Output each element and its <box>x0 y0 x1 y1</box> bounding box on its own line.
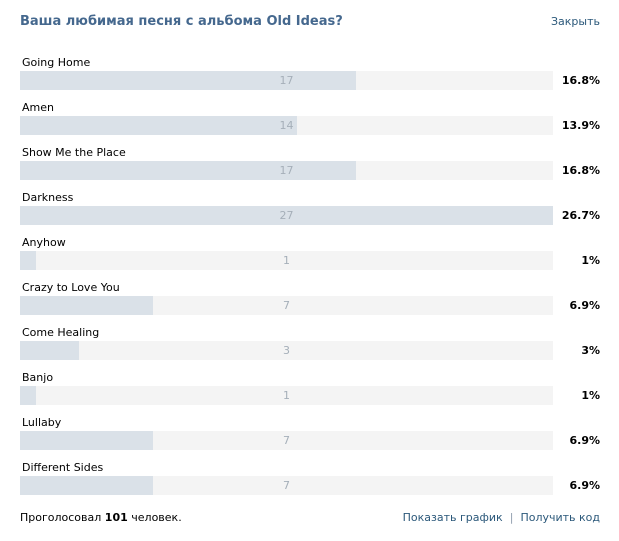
poll-option-bar[interactable]: 14 <box>20 116 553 135</box>
poll-option-label: Darkness <box>22 191 74 204</box>
poll-option-bar[interactable]: 3 <box>20 341 553 360</box>
footer-links: Показать график | Получить код <box>403 511 600 524</box>
poll-option: Amen 14 13.9% <box>20 100 600 145</box>
poll-option: Crazy to Love You 7 6.9% <box>20 280 600 325</box>
poll-option-percent: 26.7% <box>561 209 600 222</box>
poll-option-votes: 17 <box>279 164 294 177</box>
poll-option-percent: 1% <box>581 389 600 402</box>
poll-option: Darkness 27 26.7% <box>20 190 600 235</box>
poll-option-label: Anyhow <box>22 236 66 249</box>
poll-option: Come Healing 3 3% <box>20 325 600 370</box>
get-code-link[interactable]: Получить код <box>520 511 600 524</box>
poll-option-votes: 1 <box>283 254 290 267</box>
poll-option-votes: 7 <box>283 434 290 447</box>
voted-suffix: человек. <box>131 511 182 524</box>
poll-option-votes: 14 <box>279 119 294 132</box>
poll-option: Different Sides 7 6.9% <box>20 460 600 505</box>
poll-option-percent: 6.9% <box>569 479 600 492</box>
poll-option-percent: 13.9% <box>561 119 600 132</box>
poll-option-percent: 16.8% <box>561 74 600 87</box>
poll-option-percent: 6.9% <box>569 299 600 312</box>
poll-option-bar[interactable]: 1 <box>20 386 553 405</box>
poll-option-label: Amen <box>22 101 54 114</box>
poll-option-votes: 7 <box>283 479 290 492</box>
poll-option-label: Lullaby <box>22 416 62 429</box>
poll-option-bar[interactable]: 1 <box>20 251 553 270</box>
poll-option-percent: 6.9% <box>569 434 600 447</box>
poll-option-bar-fill <box>20 476 153 495</box>
poll-option-bar-fill <box>20 431 153 450</box>
poll-option-percent: 1% <box>581 254 600 267</box>
poll-option-bar-fill <box>20 71 356 90</box>
poll-option-bar-fill <box>20 386 36 405</box>
poll-option-votes: 17 <box>279 74 294 87</box>
poll-option-bar-fill <box>20 341 79 360</box>
poll-option: Going Home 17 16.8% <box>20 55 600 100</box>
poll-option-label: Show Me the Place <box>22 146 126 159</box>
poll-header: Ваша любимая песня с альбома Old Ideas? … <box>20 14 600 34</box>
poll-option-label: Different Sides <box>22 461 104 474</box>
poll-option-label: Come Healing <box>22 326 100 339</box>
voted-count: 101 <box>104 511 128 524</box>
poll-title: Ваша любимая песня с альбома Old Ideas? <box>20 14 343 29</box>
poll-option: Show Me the Place 17 16.8% <box>20 145 600 190</box>
poll-option: Anyhow 1 1% <box>20 235 600 280</box>
poll-footer: Проголосовал 101 человек. Показать графи… <box>20 511 600 527</box>
links-separator: | <box>509 511 514 524</box>
voted-prefix: Проголосовал <box>20 511 102 524</box>
poll-option-label: Going Home <box>22 56 91 69</box>
poll-option-label: Banjo <box>22 371 54 384</box>
poll-option-bar[interactable]: 7 <box>20 431 553 450</box>
poll-option-bar-fill <box>20 116 297 135</box>
show-chart-link[interactable]: Показать график <box>402 511 503 524</box>
poll-options: Going Home 17 16.8% Amen 14 13.9% Show Me the … <box>20 55 600 505</box>
poll-option-bar-fill <box>20 161 356 180</box>
poll-option-bar-fill <box>20 251 36 270</box>
poll-option-bar[interactable]: 17 <box>20 161 553 180</box>
poll-option: Lullaby 7 6.9% <box>20 415 600 460</box>
poll-option-bar[interactable]: 27 <box>20 206 553 225</box>
poll-option-percent: 3% <box>581 344 600 357</box>
voted-summary: Проголосовал 101 человек. <box>20 511 182 524</box>
poll-option-votes: 7 <box>283 299 290 312</box>
poll-option-label: Crazy to Love You <box>22 281 120 294</box>
poll-option-votes: 1 <box>283 389 290 402</box>
poll-option-percent: 16.8% <box>561 164 600 177</box>
poll-option-votes: 27 <box>279 209 294 222</box>
poll-option-bar-fill <box>20 296 153 315</box>
poll-option-bar-fill <box>20 206 553 225</box>
close-link[interactable]: Закрыть <box>551 15 600 28</box>
poll-option-bar[interactable]: 7 <box>20 296 553 315</box>
poll-option-bar[interactable]: 17 <box>20 71 553 90</box>
poll-option: Banjo 1 1% <box>20 370 600 415</box>
poll-option-votes: 3 <box>283 344 290 357</box>
poll-option-bar[interactable]: 7 <box>20 476 553 495</box>
